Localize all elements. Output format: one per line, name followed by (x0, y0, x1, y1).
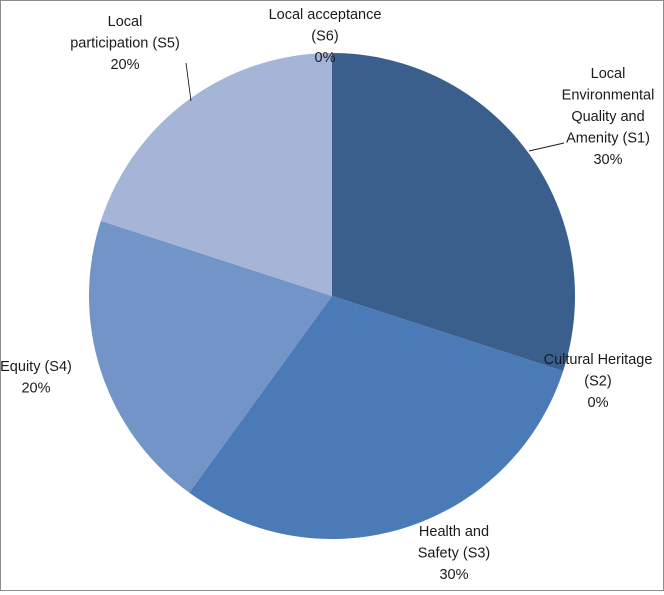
leader-line-s1 (528, 142, 565, 152)
data-label-s1: Local Environmental Quality and Amenity (S1… (562, 66, 655, 168)
data-labels: Local Environmental Quality and Amenity (S1… (0, 7, 655, 583)
data-label-s3: Health and Safety (S3) 30% (418, 524, 491, 583)
pie-slices (88, 53, 576, 539)
data-label-s5: Local participation (S5) 20% (70, 14, 180, 73)
leader-lines (185, 62, 565, 152)
pie-slice-s4 (88, 220, 332, 493)
data-label-s2: Cultural Heritage (S2) 0% (544, 352, 653, 411)
pie-slice-s5 (100, 53, 332, 296)
data-label-s6: Local acceptance (S6) 0% (269, 7, 382, 66)
leader-line-s5 (185, 62, 192, 102)
pie-slice-s3 (189, 296, 564, 539)
pie-slice-s1 (332, 53, 576, 372)
data-label-s4: Equity (S4) 20% (1, 359, 72, 397)
